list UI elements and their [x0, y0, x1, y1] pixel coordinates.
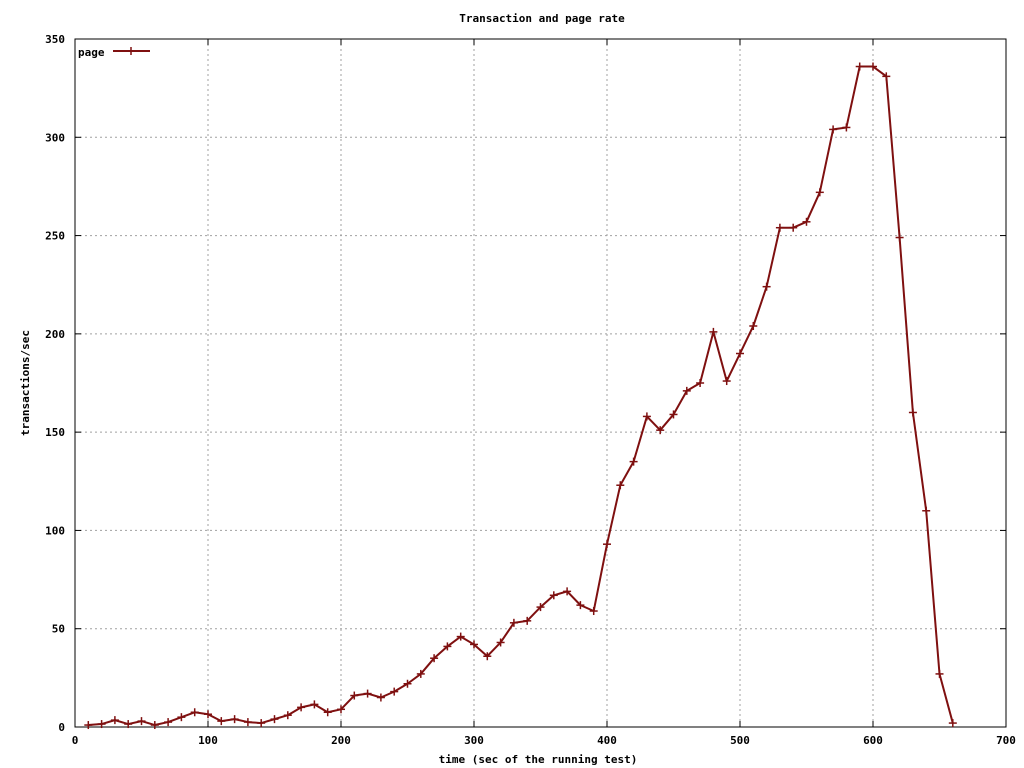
data-point [456, 632, 465, 641]
data-point [283, 711, 292, 720]
x-tick-label: 100 [198, 734, 218, 747]
data-point [350, 691, 359, 700]
data-point [496, 638, 505, 647]
data-point [523, 616, 532, 625]
data-point [297, 703, 306, 712]
data-point [616, 481, 625, 490]
data-point [802, 217, 811, 226]
data-point [310, 700, 319, 709]
x-tick-label: 200 [331, 734, 351, 747]
y-tick-label: 0 [58, 721, 65, 734]
x-axis-label: time (sec of the running test) [439, 753, 638, 766]
data-point [629, 457, 638, 466]
x-tick-label: 300 [464, 734, 484, 747]
data-point [243, 718, 252, 727]
legend-marker-page [127, 47, 135, 55]
y-tick-label: 50 [52, 623, 65, 636]
data-point [204, 710, 212, 719]
x-tick-label: 0 [72, 734, 79, 747]
data-point [97, 720, 106, 729]
data-point [696, 379, 705, 387]
data-point [908, 408, 917, 417]
data-point [775, 223, 784, 232]
data-point [563, 587, 572, 596]
data-point [549, 591, 558, 600]
data-point [403, 679, 412, 688]
data-point [230, 715, 239, 724]
y-axis: 0 50 100 150 200 250 300 350 [45, 33, 1006, 734]
data-point [722, 377, 731, 386]
legend-label-page: page [78, 46, 105, 59]
data-point [935, 669, 944, 678]
data-point [150, 721, 159, 730]
data-point [270, 715, 279, 724]
data-point [416, 669, 425, 678]
y-tick-label: 200 [45, 328, 65, 341]
series-line-page [88, 65, 954, 727]
x-tick-label: 600 [863, 734, 883, 747]
data-point [829, 125, 838, 134]
data-point [895, 233, 904, 242]
y-tick-label: 250 [45, 230, 65, 243]
data-point [682, 386, 691, 395]
data-point [762, 282, 771, 291]
series-page [84, 62, 957, 730]
data-point [509, 618, 518, 627]
data-point [137, 717, 146, 726]
data-point [869, 62, 877, 71]
data-point [749, 321, 758, 330]
data-point [430, 654, 439, 663]
data-point [84, 721, 93, 730]
plot-border [74, 38, 1007, 728]
x-tick-label: 400 [597, 734, 617, 747]
data-point [736, 349, 744, 358]
data-point [177, 713, 186, 722]
data-point [815, 188, 824, 197]
y-tick-label: 150 [45, 426, 65, 439]
data-point [376, 693, 385, 702]
data-point [536, 603, 545, 612]
data-point [337, 705, 345, 714]
x-tick-label: 700 [996, 734, 1016, 747]
data-point [842, 123, 851, 132]
y-tick-label: 300 [45, 131, 65, 144]
data-point [363, 689, 372, 698]
data-point [642, 412, 651, 421]
data-point [390, 687, 399, 696]
data-point [443, 642, 452, 651]
grid [75, 39, 1006, 727]
data-point [217, 717, 226, 726]
chart-title: Transaction and page rate [459, 12, 625, 25]
data-point [576, 601, 585, 610]
legend: page [78, 46, 150, 59]
y-axis-label: transactions/sec [19, 330, 32, 436]
y-tick-label: 100 [45, 524, 65, 537]
data-point [789, 223, 798, 232]
data-point [470, 640, 478, 649]
data-point [164, 718, 173, 727]
data-point [855, 62, 864, 71]
data-point [190, 708, 199, 717]
x-axis: 0 100 200 300 400 500 600 700 [72, 39, 1016, 747]
y-tick-label: 350 [45, 33, 65, 46]
data-point [948, 719, 957, 728]
data-point [922, 506, 931, 515]
x-tick-label: 500 [730, 734, 750, 747]
data-point [882, 72, 891, 81]
data-point [603, 540, 611, 549]
data-point [110, 716, 119, 725]
data-point [709, 327, 718, 336]
data-point [124, 720, 133, 729]
data-point [323, 708, 332, 717]
data-point [589, 607, 598, 616]
data-point [669, 410, 678, 419]
data-point [483, 652, 492, 661]
data-point [257, 719, 266, 728]
data-point [656, 426, 665, 435]
